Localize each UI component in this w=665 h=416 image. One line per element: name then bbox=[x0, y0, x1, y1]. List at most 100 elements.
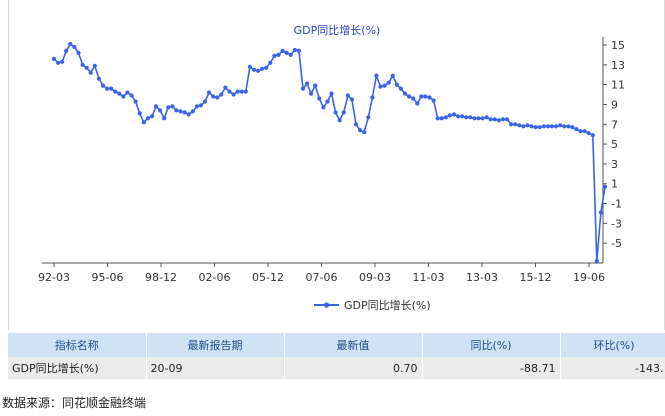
header-latest-value[interactable]: 最新值 bbox=[284, 333, 423, 357]
data-point[interactable] bbox=[129, 93, 134, 98]
data-point[interactable] bbox=[415, 101, 420, 106]
data-point[interactable] bbox=[362, 130, 367, 135]
data-point[interactable] bbox=[153, 104, 159, 109]
data-point[interactable] bbox=[480, 116, 485, 121]
data-point[interactable] bbox=[423, 94, 428, 99]
data-point[interactable] bbox=[468, 115, 473, 120]
data-point[interactable] bbox=[317, 96, 322, 101]
data-point[interactable] bbox=[525, 123, 530, 128]
data-point[interactable] bbox=[158, 108, 163, 113]
data-point[interactable] bbox=[145, 116, 150, 121]
data-point[interactable] bbox=[329, 91, 334, 96]
data-point[interactable] bbox=[566, 124, 571, 129]
data-point[interactable] bbox=[464, 115, 469, 120]
data-point[interactable] bbox=[125, 90, 130, 95]
data-point[interactable] bbox=[345, 93, 350, 98]
data-point[interactable] bbox=[533, 125, 538, 130]
data-point[interactable] bbox=[215, 95, 220, 100]
chart-legend[interactable]: GDP同比增长(%) bbox=[314, 298, 431, 312]
data-point[interactable] bbox=[500, 117, 506, 122]
data-point[interactable] bbox=[443, 115, 448, 120]
data-point[interactable] bbox=[439, 116, 444, 121]
data-point[interactable] bbox=[117, 91, 122, 96]
data-point[interactable] bbox=[227, 89, 232, 94]
data-point[interactable] bbox=[288, 52, 293, 58]
data-point[interactable] bbox=[582, 129, 587, 134]
data-point[interactable] bbox=[231, 92, 236, 97]
data-point[interactable] bbox=[194, 104, 199, 109]
data-point[interactable] bbox=[219, 92, 224, 97]
data-point[interactable] bbox=[325, 99, 330, 104]
data-point[interactable] bbox=[121, 94, 126, 99]
header-mom[interactable]: 环比(%) bbox=[560, 333, 665, 357]
data-point[interactable] bbox=[435, 116, 440, 121]
data-point[interactable] bbox=[149, 114, 155, 119]
data-point[interactable] bbox=[513, 122, 518, 127]
data-point[interactable] bbox=[80, 62, 85, 67]
data-point[interactable] bbox=[109, 86, 114, 91]
data-point[interactable] bbox=[447, 113, 452, 118]
data-point[interactable] bbox=[239, 89, 244, 94]
data-point[interactable] bbox=[353, 122, 359, 127]
data-point[interactable] bbox=[541, 124, 546, 129]
data-point[interactable] bbox=[76, 50, 81, 56]
header-indicator-name[interactable]: 指标名称 bbox=[8, 333, 147, 357]
data-point[interactable] bbox=[451, 112, 457, 117]
data-point[interactable] bbox=[64, 48, 69, 54]
data-point[interactable] bbox=[170, 104, 175, 109]
data-point[interactable] bbox=[411, 96, 416, 101]
data-point[interactable] bbox=[72, 44, 77, 50]
data-point[interactable] bbox=[496, 118, 501, 123]
data-point[interactable] bbox=[280, 48, 285, 54]
data-point[interactable] bbox=[223, 85, 228, 90]
data-point[interactable] bbox=[382, 83, 387, 88]
data-point[interactable] bbox=[529, 124, 534, 129]
data-point[interactable] bbox=[460, 114, 465, 119]
data-point[interactable] bbox=[100, 83, 106, 88]
data-point[interactable] bbox=[570, 125, 575, 130]
data-point[interactable] bbox=[178, 109, 183, 114]
data-point[interactable] bbox=[309, 91, 314, 96]
data-point[interactable] bbox=[272, 53, 277, 59]
data-point[interactable] bbox=[488, 117, 493, 122]
data-point[interactable] bbox=[431, 98, 436, 103]
data-point[interactable] bbox=[562, 124, 567, 129]
data-point[interactable] bbox=[602, 184, 608, 189]
data-point[interactable] bbox=[113, 89, 118, 94]
data-point[interactable] bbox=[198, 103, 203, 108]
data-point[interactable] bbox=[313, 83, 318, 88]
data-point[interactable] bbox=[264, 65, 269, 70]
data-point[interactable] bbox=[284, 50, 289, 56]
data-point[interactable] bbox=[419, 94, 424, 99]
data-point[interactable] bbox=[60, 59, 65, 64]
data-point[interactable] bbox=[305, 81, 310, 86]
data-point[interactable] bbox=[276, 52, 281, 58]
data-point[interactable] bbox=[472, 116, 477, 121]
data-point[interactable] bbox=[427, 95, 432, 100]
data-point[interactable] bbox=[251, 67, 257, 72]
data-point[interactable] bbox=[96, 76, 101, 81]
header-latest-period[interactable]: 最新报告期 bbox=[146, 333, 285, 357]
data-point[interactable] bbox=[88, 70, 93, 75]
data-point[interactable] bbox=[105, 86, 110, 91]
data-point[interactable] bbox=[247, 64, 252, 69]
data-point[interactable] bbox=[386, 80, 391, 85]
data-point[interactable] bbox=[333, 110, 338, 115]
data-point[interactable] bbox=[537, 125, 542, 130]
data-point[interactable] bbox=[370, 95, 375, 100]
data-point[interactable] bbox=[549, 124, 555, 129]
data-point[interactable] bbox=[133, 99, 138, 104]
data-point[interactable] bbox=[51, 56, 57, 62]
data-point[interactable] bbox=[558, 123, 563, 128]
data-point[interactable] bbox=[56, 60, 61, 65]
data-point[interactable] bbox=[504, 117, 510, 122]
data-point[interactable] bbox=[292, 47, 297, 53]
data-point[interactable] bbox=[207, 90, 212, 95]
data-point[interactable] bbox=[190, 109, 195, 114]
data-point[interactable] bbox=[235, 89, 240, 94]
data-point[interactable] bbox=[349, 97, 354, 102]
data-point[interactable] bbox=[186, 112, 191, 117]
data-point[interactable] bbox=[137, 111, 142, 116]
data-point[interactable] bbox=[243, 89, 248, 94]
header-yoy[interactable]: 同比(%) bbox=[422, 333, 561, 357]
